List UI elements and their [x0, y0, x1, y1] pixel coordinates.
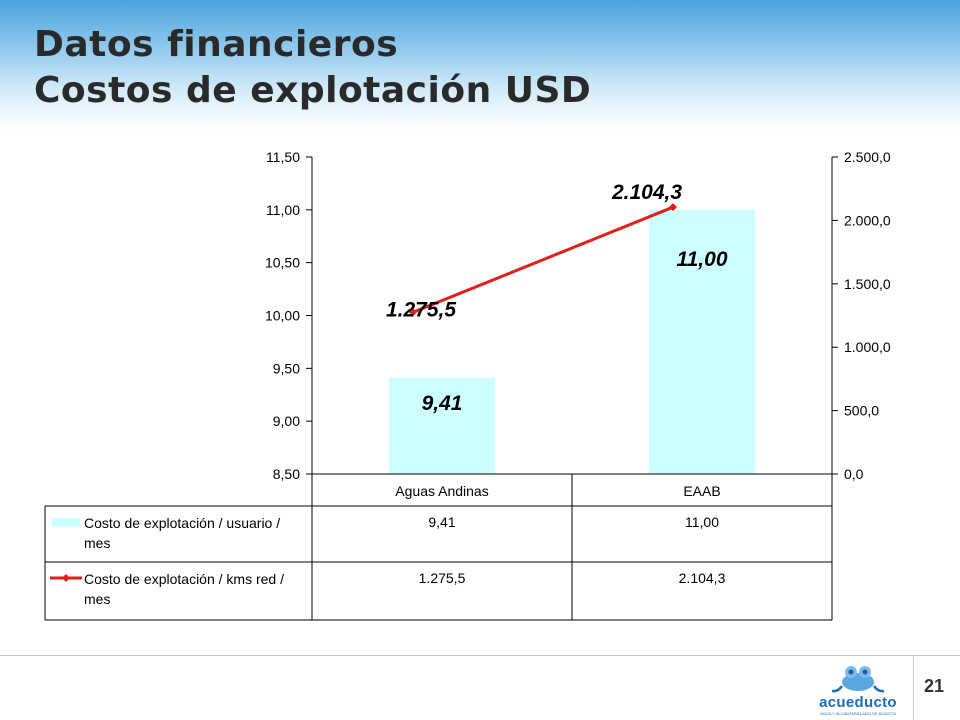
- table-cell: 9,41: [428, 514, 455, 530]
- table-cell: 11,00: [685, 514, 719, 530]
- legend-label: Costo de explotación / usuario /: [84, 515, 280, 531]
- y-left-tick-label: 11,00: [266, 202, 300, 218]
- table-cell: 2.104,3: [679, 570, 726, 586]
- y-left-tick-label: 10,50: [265, 255, 300, 271]
- footer-separator: [913, 655, 914, 720]
- line-point-2: [669, 203, 677, 212]
- line-data-label: 2.104,3: [611, 181, 682, 204]
- header-gradient: [0, 0, 960, 130]
- y-left-tick-label: 11,50: [266, 149, 300, 165]
- y-right-tick-label: 0,0: [844, 466, 864, 482]
- line-data-label: 1.275,5: [386, 298, 456, 321]
- bar-data-label: 11,00: [677, 248, 728, 271]
- y-right-tick-label: 1.500,0: [844, 276, 891, 292]
- line-point-1: [409, 308, 417, 317]
- legend-label: mes: [84, 535, 110, 551]
- title-line-1: Datos financieros: [34, 24, 399, 65]
- logo-wordmark: acueducto: [819, 694, 897, 711]
- x-category-label: EAAB: [683, 483, 720, 499]
- legend-label: mes: [84, 591, 110, 607]
- logo-subtext: AGUA Y ALCANTARILLADO DE BOGOTÁ: [820, 711, 896, 716]
- legend-key-marker: [62, 574, 70, 582]
- y-left-tick-label: 9,00: [273, 413, 300, 429]
- y-right-tick-label: 2.000,0: [844, 212, 891, 228]
- y-left-tick-label: 9,50: [273, 360, 300, 376]
- y-right-tick-label: 500,0: [844, 403, 879, 419]
- legend-label: Costo de explotación / kms red /: [84, 571, 284, 587]
- bar-data-label: 9,41: [422, 392, 463, 415]
- y-right-tick-label: 2.500,0: [844, 149, 891, 165]
- y-right-tick-label: 1.000,0: [844, 339, 891, 355]
- title-line-2: Costos de explotación USD: [34, 70, 592, 111]
- bar-2: [649, 209, 755, 475]
- acueducto-logo: acueducto AGUA Y ALCANTARILLADO DE BOGOT…: [808, 660, 908, 718]
- legend-key-bar: [52, 518, 80, 527]
- y-left-tick-label: 10,00: [265, 308, 300, 324]
- x-category-label: Aguas Andinas: [395, 483, 488, 499]
- line-series: [412, 205, 674, 314]
- frog-logo-icon: [831, 666, 885, 693]
- y-left-tick-label: 8,50: [273, 466, 300, 482]
- bar-1: [389, 377, 495, 474]
- table-cell: 1.275,5: [419, 570, 466, 586]
- page-title: Datos financieros Costos de explotación …: [34, 22, 591, 114]
- footer-divider: [0, 655, 960, 656]
- page-number: 21: [924, 676, 945, 696]
